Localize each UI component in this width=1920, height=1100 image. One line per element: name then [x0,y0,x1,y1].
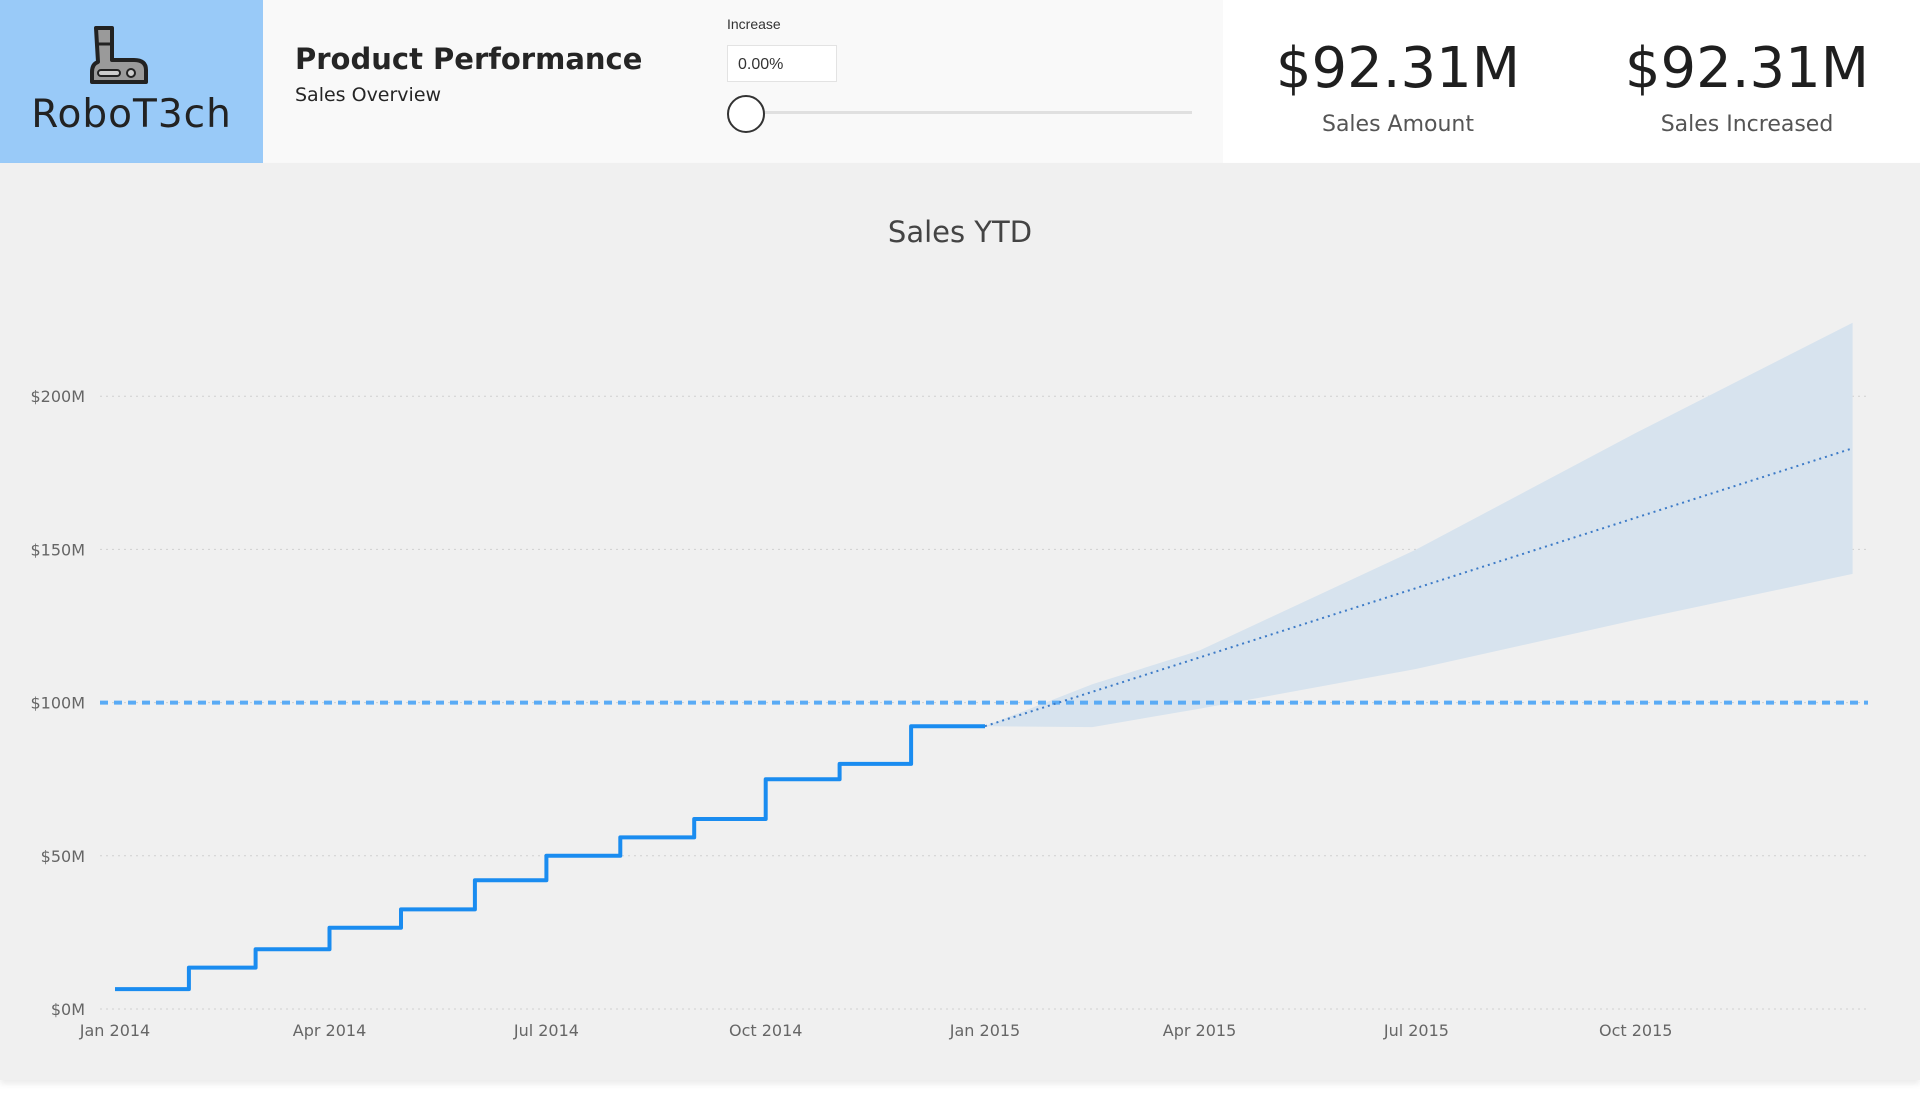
y-tick-label: $50M [41,847,85,866]
increase-slider-handle[interactable] [727,95,765,133]
sales-amount-value: $92.31M [1275,36,1521,101]
report-header: RoboT3ch Product Performance Sales Overv… [0,0,1920,163]
page-subtitle: Sales Overview [295,84,442,106]
forecast-band [985,322,1853,728]
x-tick-label: Jan 2014 [79,1021,150,1040]
logo-text: RoboT3ch [31,92,232,137]
x-tick-label: Apr 2015 [1163,1021,1236,1040]
y-tick-label: $100M [30,694,85,713]
sales-ytd-chart-panel: Sales YTD $0M $50M $100M $150M $200M Jan 2014… [0,163,1920,1080]
chart-title: Sales YTD [887,215,1033,249]
robot-arm-icon [90,26,148,84]
sales-increased-label: Sales Increased [1660,112,1834,137]
sales-ytd-step-line [115,724,985,992]
y-tick-label: $0M [51,1000,85,1019]
increase-slider-track[interactable] [746,111,1192,114]
page-title: Product Performance [295,42,643,76]
increase-input[interactable]: 0.00% [727,45,837,82]
y-tick-label: $200M [30,387,85,406]
logo-tile: RoboT3ch [0,0,263,163]
sales-increased-value: $92.31M [1624,36,1870,101]
x-tick-label: Jul 2014 [513,1021,579,1040]
sales-amount-label: Sales Amount [1321,112,1474,137]
x-tick-label: Apr 2014 [293,1021,366,1040]
x-tick-label: Jan 2015 [949,1021,1020,1040]
x-tick-label: Jul 2015 [1383,1021,1449,1040]
x-tick-label: Oct 2014 [729,1021,802,1040]
x-tick-label: Oct 2015 [1599,1021,1672,1040]
sales-ytd-chart: $0M $50M $100M $150M $200M Jan 2014 Apr 2014 Ju… [30,322,1868,1040]
increase-slicer-label: Increase [727,16,781,32]
forecast-trend-line [984,447,1853,728]
y-tick-label: $150M [30,540,85,559]
